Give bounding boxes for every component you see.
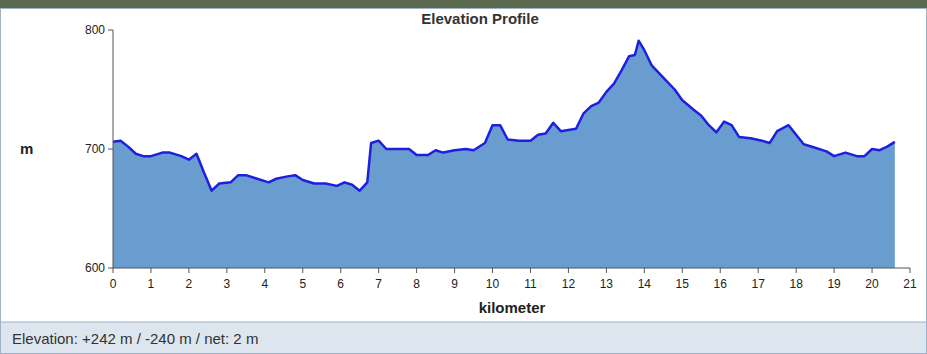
- x-tick: [188, 268, 189, 273]
- x-tick-label: 6: [337, 277, 344, 291]
- x-tick: [226, 268, 227, 273]
- x-axis-label: kilometer: [479, 299, 546, 316]
- x-tick-label: 18: [789, 277, 803, 291]
- x-tick-label: 20: [865, 277, 879, 291]
- chart: 0123456789101112131415161718192021600700…: [0, 0, 927, 354]
- x-tick: [340, 268, 341, 273]
- footer-bg: [1, 322, 926, 353]
- footer-border: [1, 322, 926, 323]
- x-tick: [150, 268, 151, 273]
- x-tick: [454, 268, 455, 273]
- x-tick: [416, 268, 417, 273]
- x-axis: [113, 268, 910, 269]
- y-tick: [108, 149, 113, 150]
- title: Elevation Profile: [421, 10, 539, 27]
- x-tick: [834, 268, 835, 273]
- x-tick-label: 9: [451, 277, 458, 291]
- x-tick-label: 4: [261, 277, 268, 291]
- x-tick: [758, 268, 759, 273]
- x-tick-label: 19: [827, 277, 841, 291]
- y-tick: [108, 268, 113, 269]
- x-tick: [378, 268, 379, 273]
- x-tick: [113, 268, 114, 273]
- y-axis-label: m: [20, 140, 33, 157]
- x-tick: [796, 268, 797, 273]
- x-tick-label: 12: [562, 277, 576, 291]
- x-tick: [492, 268, 493, 273]
- y-tick: [108, 30, 113, 31]
- x-tick-label: 8: [413, 277, 420, 291]
- x-tick-label: 14: [638, 277, 652, 291]
- x-tick: [530, 268, 531, 273]
- x-tick-label: 2: [186, 277, 193, 291]
- x-tick-label: 0: [110, 277, 117, 291]
- x-tick-label: 3: [224, 277, 231, 291]
- x-tick: [568, 268, 569, 273]
- x-tick-label: 13: [600, 277, 614, 291]
- y-tick-label: 700: [85, 142, 105, 156]
- x-tick-label: 17: [752, 277, 766, 291]
- plot-marks: [113, 41, 895, 268]
- x-tick-label: 1: [148, 277, 155, 291]
- x-tick-label: 5: [299, 277, 306, 291]
- elevation-area: [113, 41, 895, 268]
- x-tick: [682, 268, 683, 273]
- y-tick-label: 600: [85, 261, 105, 275]
- elevation-line: [113, 41, 895, 191]
- x-tick: [644, 268, 645, 273]
- x-tick-label: 11: [524, 277, 537, 291]
- footer-text: Elevation: +242 m / -240 m / net: 2 m: [12, 330, 258, 347]
- y-tick-label: 800: [85, 23, 105, 37]
- x-tick-label: 10: [486, 277, 500, 291]
- panel: [1, 9, 927, 354]
- x-tick-label: 7: [375, 277, 382, 291]
- x-tick-label: 21: [903, 277, 917, 291]
- x-tick-label: 16: [714, 277, 728, 291]
- x-tick: [264, 268, 265, 273]
- x-tick: [302, 268, 303, 273]
- x-tick: [872, 268, 873, 273]
- map-strip: [0, 0, 927, 8]
- x-tick-label: 15: [676, 277, 690, 291]
- x-tick: [720, 268, 721, 273]
- x-tick: [606, 268, 607, 273]
- x-tick: [910, 268, 911, 273]
